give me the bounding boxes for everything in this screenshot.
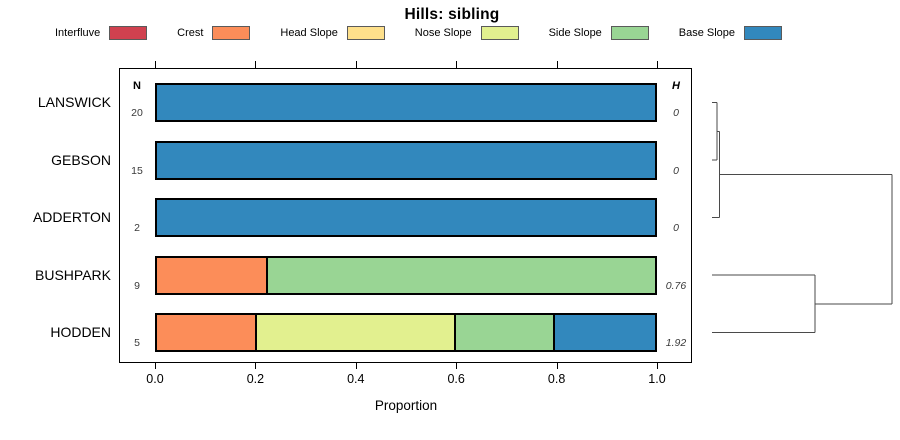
x-tick-label: 0.6 [447,372,465,386]
row-label-bushpark: BUSHPARK [35,266,111,283]
legend-item-label: Interfluve [55,27,101,39]
legend-item-label: Nose Slope [414,27,472,39]
bar-segment-side-slope [455,315,556,350]
legend-color-swatch [212,26,251,40]
bottom-axis-tick [657,362,658,369]
row-label-gebson: GEBSON [51,151,111,168]
top-axis-tick [657,61,658,68]
row-label-hodden: HODDEN [50,324,111,340]
x-tick-label: 0.8 [547,372,566,386]
legend-item: Nose Slope [415,26,519,40]
bottom-axis-tick [355,362,357,369]
bar-segment-base-slope [157,200,655,235]
stacked-bar [155,140,657,180]
x-tick-label: 0.0 [146,372,164,386]
legend: Interfluve Crest Head Slope Nose Slope Side … [55,25,782,41]
n-value: 9 [134,279,140,292]
legend-item-label: Crest [177,27,204,39]
row-label-adderton: ADDERTON [32,209,111,225]
legend-item: Side Slope [549,26,649,40]
n-column-header: N [133,80,141,92]
x-tick-label: 1.0 [648,372,666,386]
top-axis-tick [556,61,558,68]
bottom-axis-tick [155,362,156,369]
top-axis-tick [456,61,458,68]
x-tick-label: 0.4 [347,372,365,386]
h-value: 0 [673,222,679,234]
legend-color-swatch [109,26,148,40]
bottom-axis-tick [556,362,558,369]
bar-segment-base-slope [157,85,655,120]
x-tick-label: 0.2 [246,372,265,386]
page-title: Hills: sibling [404,6,500,23]
h-value: 0 [673,164,679,177]
stacked-bar [155,255,657,295]
legend-item: Crest [177,26,251,40]
top-axis-tick [255,61,257,68]
bar-segment-side-slope [267,257,655,293]
legend-color-swatch [346,26,385,40]
row-label-lanswick: LANSWICK [37,94,111,110]
bar-segment-base-slope [157,142,655,178]
legend-item-label: Base Slope [678,27,735,39]
h-value: 0.76 [665,279,687,292]
h-value: 1.92 [665,337,687,349]
stacked-bar [155,198,657,237]
legend-item: Head Slope [280,26,385,40]
n-value: 15 [131,164,143,177]
top-axis-tick [355,61,357,68]
stacked-bar [155,83,657,122]
h-value: 0 [673,107,679,119]
bar-segment-crest [157,257,268,293]
legend-item: Base Slope [679,26,782,40]
bar-segment-crest [157,315,257,350]
legend-color-swatch [744,26,782,40]
legend-item-label: Head Slope [280,27,338,39]
top-axis-tick [155,61,156,68]
n-value: 5 [134,337,140,349]
x-axis-label: Proportion [374,398,438,413]
bar-segment-base-slope [555,315,655,350]
legend-color-swatch [480,26,519,40]
bottom-axis-tick [255,362,257,369]
n-value: 20 [131,107,143,119]
legend-item-label: Side Slope [548,27,602,39]
stacked-bar [155,313,657,352]
bottom-axis-tick [456,362,458,369]
legend-item: Interfluve [55,26,148,40]
bar-segment-nose-slope [256,315,456,350]
legend-color-swatch [610,26,649,40]
h-column-header: H [672,80,680,92]
n-value: 2 [134,222,140,234]
